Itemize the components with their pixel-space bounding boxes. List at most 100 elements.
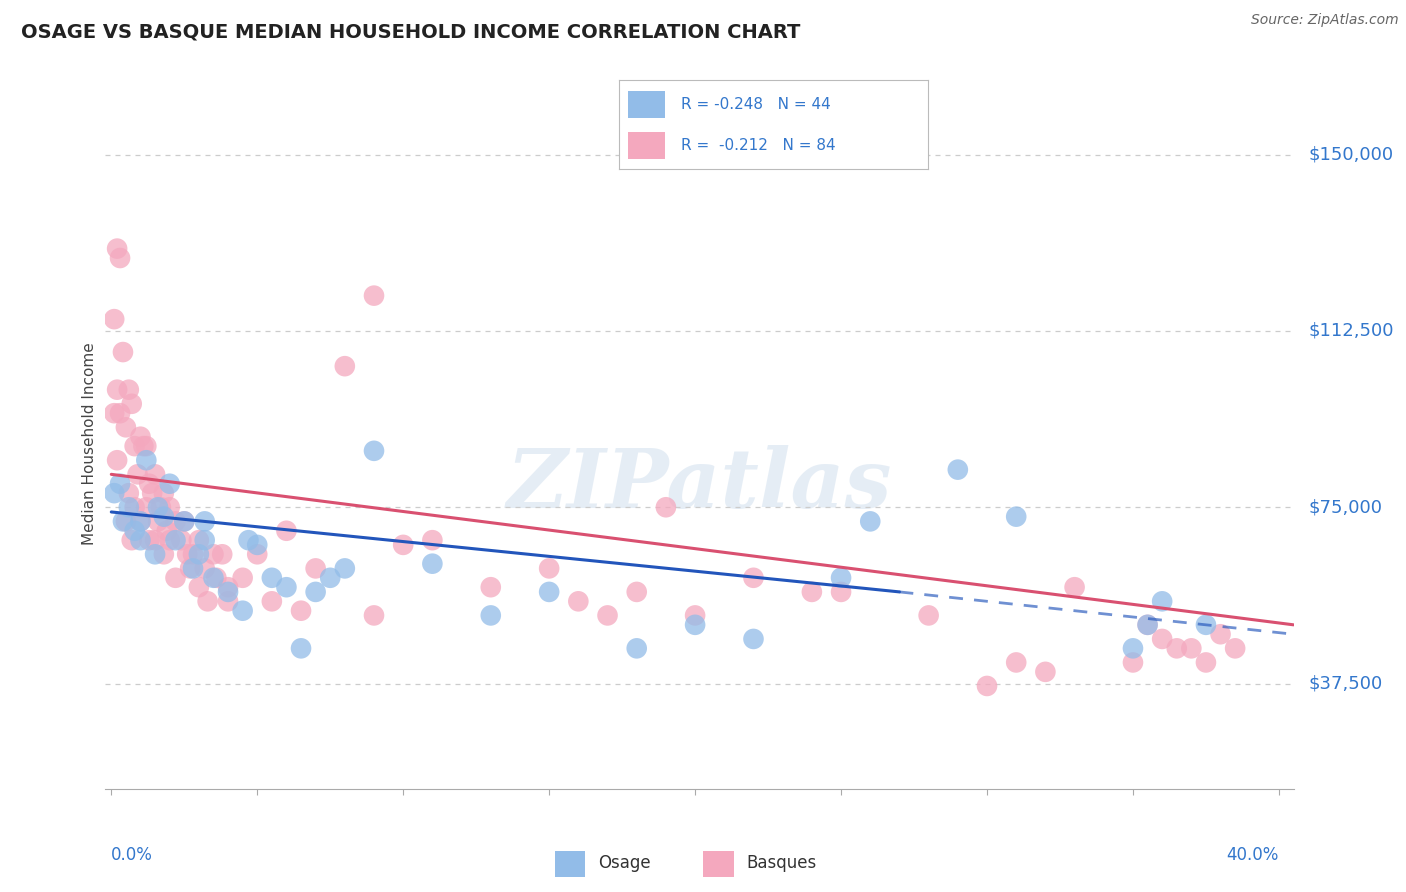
- Point: [156, 524, 179, 538]
- Point: [290, 641, 312, 656]
- FancyBboxPatch shape: [628, 91, 665, 118]
- Point: [105, 453, 128, 467]
- Point: [1209, 627, 1232, 641]
- Point: [143, 467, 166, 482]
- Point: [187, 580, 209, 594]
- Point: [479, 580, 502, 594]
- Text: $150,000: $150,000: [1308, 145, 1393, 163]
- Point: [146, 514, 169, 528]
- Text: 0.0%: 0.0%: [111, 846, 153, 863]
- Point: [917, 608, 939, 623]
- Point: [173, 514, 195, 528]
- Point: [165, 514, 187, 528]
- FancyBboxPatch shape: [703, 851, 734, 877]
- Point: [1180, 641, 1202, 656]
- Point: [159, 533, 181, 548]
- Point: [149, 500, 172, 515]
- Point: [118, 383, 141, 397]
- Point: [211, 547, 233, 561]
- Point: [118, 500, 141, 515]
- Point: [830, 585, 852, 599]
- Point: [103, 486, 125, 500]
- Point: [567, 594, 589, 608]
- Text: R =  -0.212   N = 84: R = -0.212 N = 84: [681, 138, 835, 153]
- Point: [1195, 656, 1218, 670]
- Point: [165, 533, 187, 548]
- Point: [105, 383, 128, 397]
- Point: [217, 585, 239, 599]
- Point: [946, 462, 969, 476]
- Text: $37,500: $37,500: [1308, 674, 1382, 692]
- Point: [194, 561, 217, 575]
- Point: [181, 561, 204, 575]
- Point: [170, 533, 193, 548]
- Point: [105, 242, 128, 256]
- Point: [115, 420, 138, 434]
- Point: [135, 500, 157, 515]
- Point: [194, 514, 217, 528]
- Point: [304, 585, 326, 599]
- Point: [363, 608, 385, 623]
- Point: [115, 514, 138, 528]
- Point: [276, 580, 298, 594]
- Point: [111, 345, 134, 359]
- Text: ZIPatlas: ZIPatlas: [506, 445, 893, 525]
- Point: [1152, 632, 1174, 646]
- Point: [683, 617, 706, 632]
- Point: [538, 585, 561, 599]
- Text: 40.0%: 40.0%: [1226, 846, 1279, 863]
- Point: [626, 585, 648, 599]
- Point: [217, 594, 239, 608]
- Point: [742, 571, 765, 585]
- Point: [596, 608, 619, 623]
- Point: [1005, 509, 1028, 524]
- Point: [129, 514, 152, 528]
- Point: [121, 397, 143, 411]
- Text: Source: ZipAtlas.com: Source: ZipAtlas.com: [1251, 13, 1399, 28]
- Point: [304, 561, 326, 575]
- Point: [1136, 617, 1159, 632]
- Point: [830, 571, 852, 585]
- Point: [135, 439, 157, 453]
- Point: [800, 585, 823, 599]
- Point: [111, 514, 134, 528]
- Point: [181, 547, 204, 561]
- Point: [103, 406, 125, 420]
- Point: [153, 547, 176, 561]
- Point: [260, 571, 283, 585]
- Point: [205, 571, 228, 585]
- Point: [260, 594, 283, 608]
- Point: [124, 439, 146, 453]
- Point: [276, 524, 298, 538]
- Point: [655, 500, 678, 515]
- Point: [333, 561, 356, 575]
- Point: [319, 571, 342, 585]
- Point: [246, 547, 269, 561]
- Text: R = -0.248   N = 44: R = -0.248 N = 44: [681, 97, 831, 112]
- Point: [173, 514, 195, 528]
- Point: [124, 500, 146, 515]
- Point: [197, 594, 219, 608]
- Point: [108, 476, 131, 491]
- Point: [202, 571, 225, 585]
- Point: [217, 580, 239, 594]
- Point: [153, 486, 176, 500]
- Point: [1005, 656, 1028, 670]
- Point: [153, 509, 176, 524]
- Point: [143, 533, 166, 548]
- Point: [132, 439, 155, 453]
- Point: [1122, 656, 1144, 670]
- Point: [742, 632, 765, 646]
- Point: [479, 608, 502, 623]
- Point: [538, 561, 561, 575]
- FancyBboxPatch shape: [554, 851, 585, 877]
- Point: [159, 500, 181, 515]
- Point: [118, 486, 141, 500]
- Point: [159, 476, 181, 491]
- Point: [121, 533, 143, 548]
- Point: [683, 608, 706, 623]
- Point: [138, 533, 160, 548]
- Point: [1136, 617, 1159, 632]
- FancyBboxPatch shape: [628, 132, 665, 159]
- Point: [129, 533, 152, 548]
